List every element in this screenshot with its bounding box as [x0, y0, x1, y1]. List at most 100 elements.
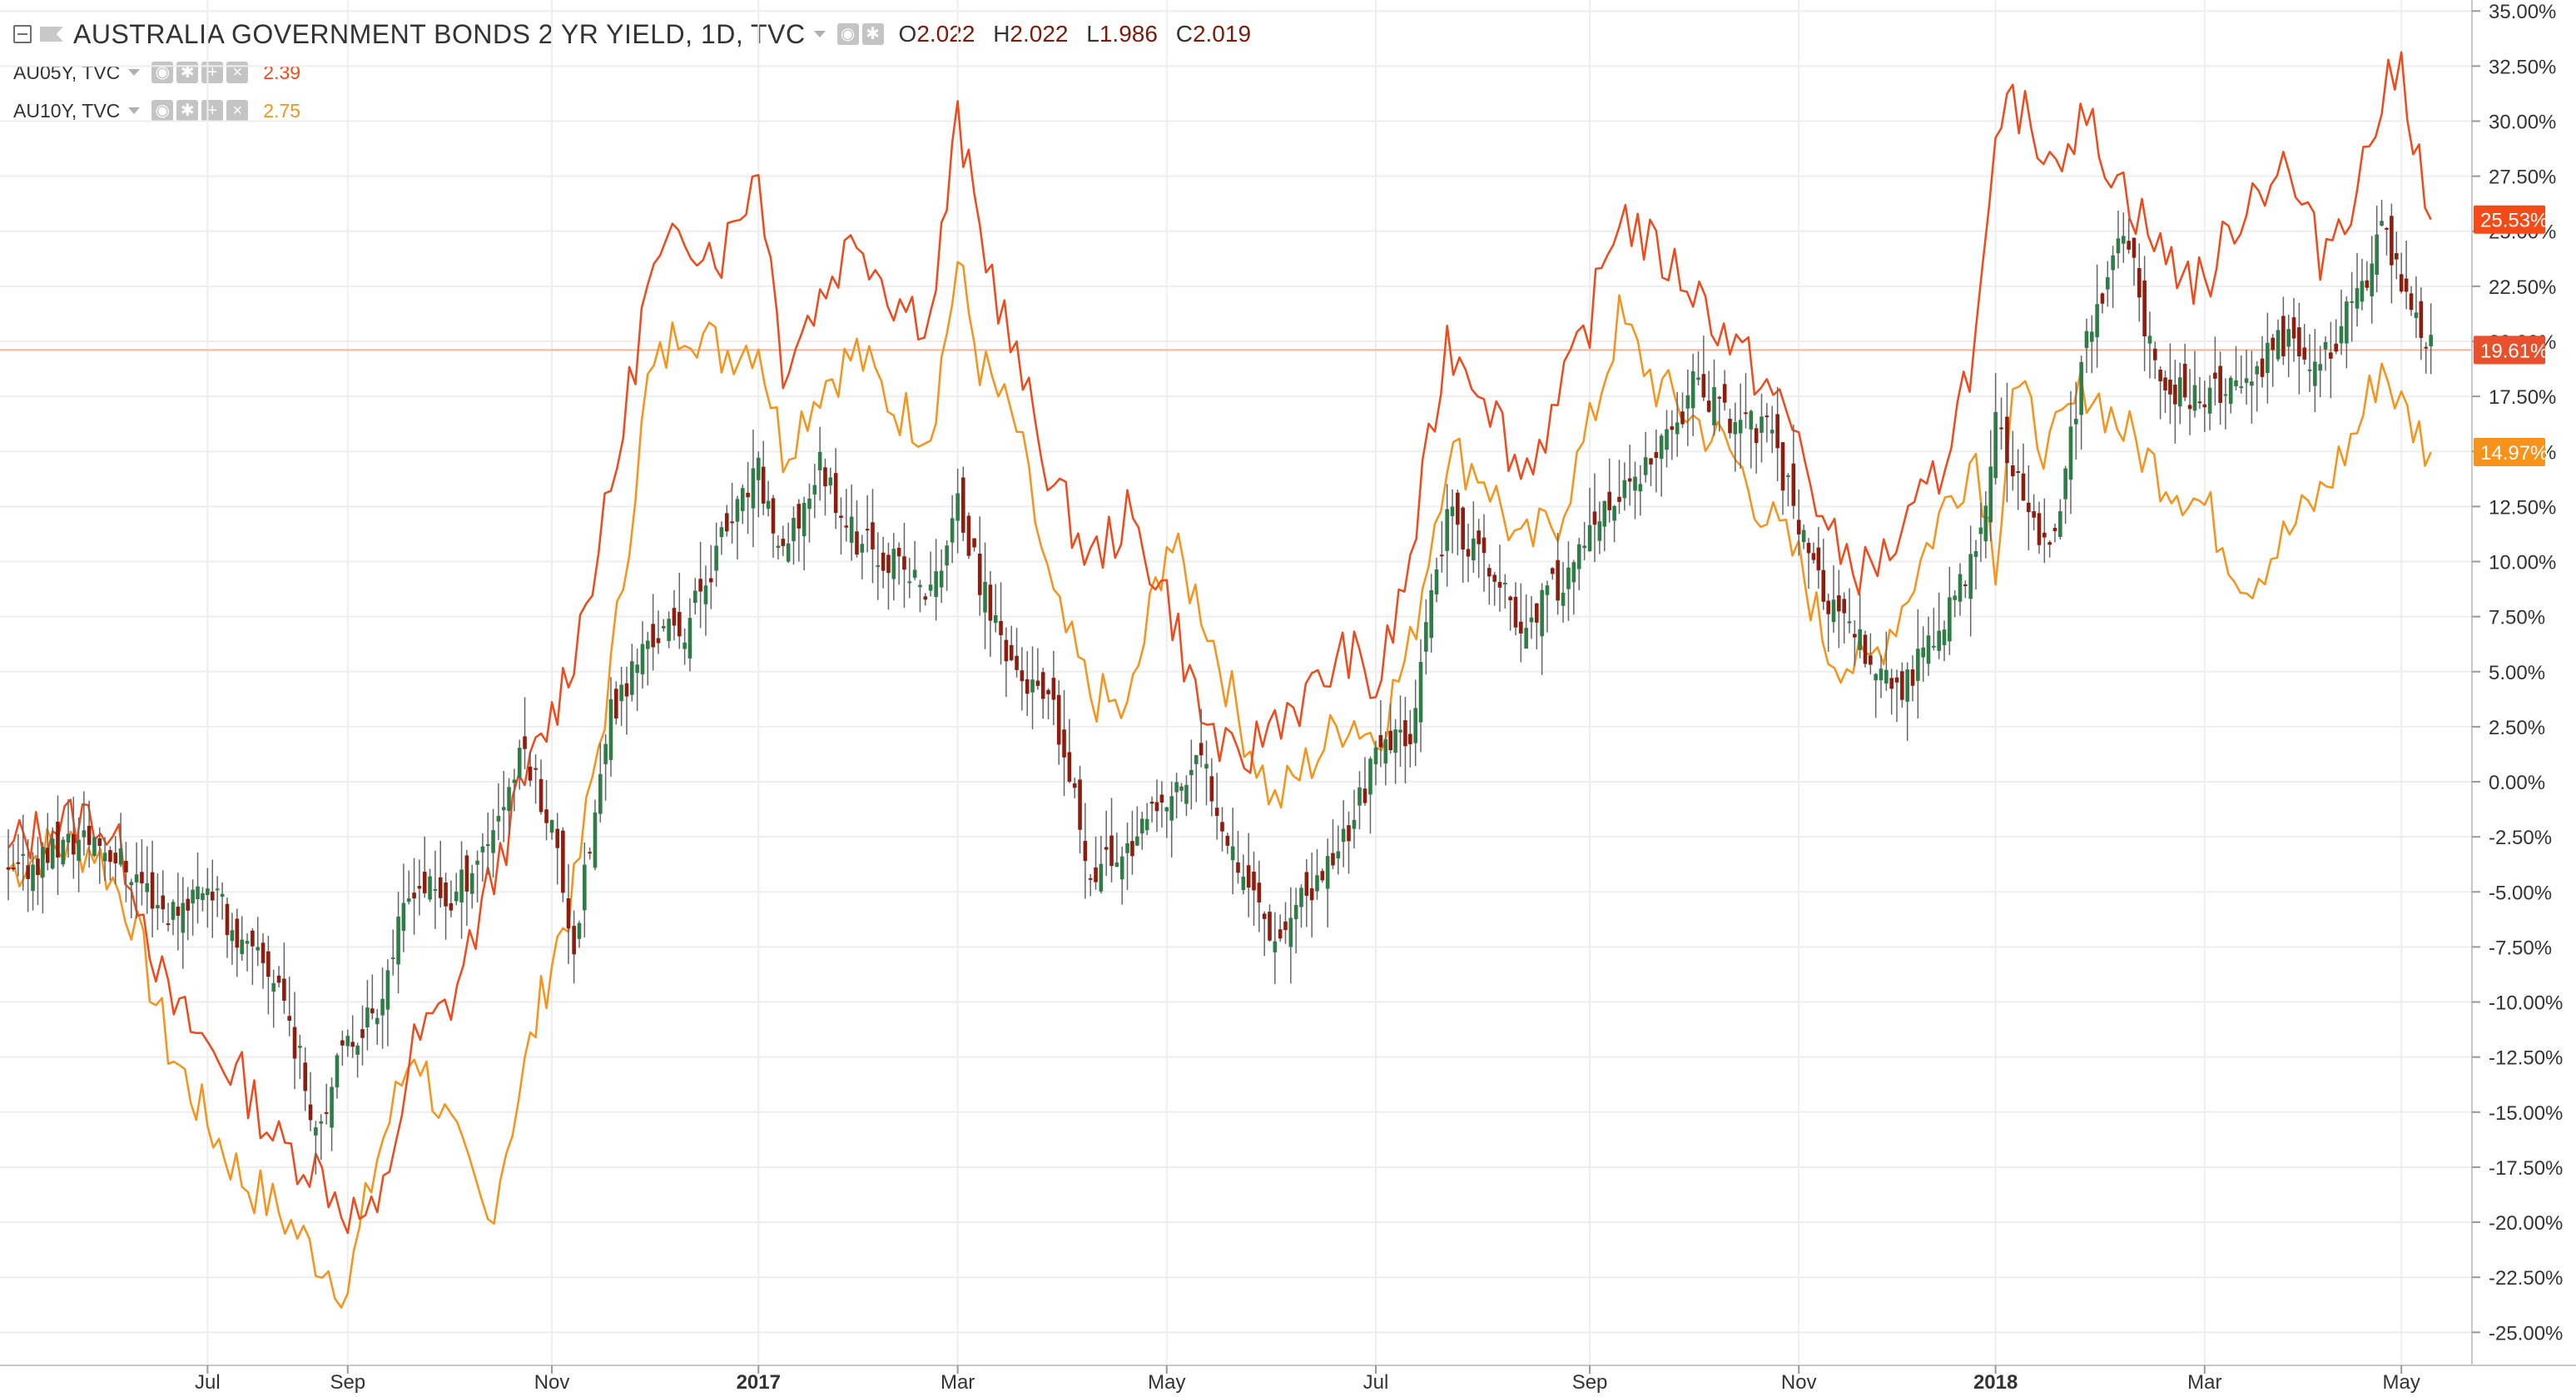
- eye-icon[interactable]: ◉: [151, 62, 174, 83]
- price-tick-label: 2.50%: [2489, 717, 2545, 739]
- candle-body: [955, 493, 960, 521]
- candle-body: [1576, 544, 1581, 569]
- candle: [1680, 392, 1685, 428]
- candle-body: [871, 522, 875, 549]
- close-icon[interactable]: ×: [226, 62, 249, 83]
- candle-body: [308, 1104, 313, 1121]
- candle: [31, 852, 35, 911]
- candle-body: [1551, 568, 1555, 574]
- gear-icon[interactable]: ✱: [861, 23, 884, 45]
- candle: [1999, 397, 2003, 450]
- candle-body: [1393, 729, 1397, 753]
- candle-body: [781, 539, 786, 546]
- candle: [1378, 700, 1383, 768]
- plus-icon[interactable]: +: [201, 62, 224, 83]
- candle: [1144, 803, 1149, 836]
- candle: [21, 814, 26, 891]
- time-tick-label: Mar: [2187, 1371, 2221, 1394]
- compare-symbol-au10y[interactable]: AU10Y, TVC: [13, 99, 121, 122]
- candle-body: [319, 1121, 324, 1124]
- candle: [999, 582, 1003, 665]
- chevron-down-icon[interactable]: [813, 31, 826, 37]
- candle-body: [2016, 470, 2020, 473]
- candle-body: [1916, 649, 1920, 681]
- candle: [1025, 651, 1030, 716]
- eye-icon[interactable]: ◉: [151, 100, 174, 122]
- candle-body: [682, 642, 687, 649]
- compare-symbol-au05y[interactable]: AU05Y, TVC: [13, 61, 121, 83]
- candle: [1164, 806, 1169, 838]
- candle-body: [730, 521, 734, 524]
- price-axis[interactable]: 35.00%32.50%30.00%27.50%25.00%22.50%20.0…: [2471, 0, 2563, 1365]
- candle-body: [651, 624, 655, 648]
- candle-body: [1529, 617, 1534, 623]
- candle: [544, 779, 548, 841]
- candle-body: [1009, 644, 1014, 660]
- price-tick-label: -2.50%: [2489, 827, 2552, 849]
- time-axis[interactable]: Jul Sep Nov 2017 Mar May Jul Sep Nov 2018 Mar May: [0, 1365, 2576, 1394]
- candle: [1194, 754, 1199, 803]
- candle: [1189, 739, 1194, 810]
- candle-body: [370, 1008, 375, 1014]
- candle-body: [635, 664, 639, 674]
- candle-body: [1842, 599, 1846, 614]
- main-series-title[interactable]: AUSTRALIA GOVERNMENT BONDS 2 YR YIELD, 1…: [73, 18, 806, 49]
- gear-icon[interactable]: ✱: [176, 62, 199, 83]
- candle: [1257, 860, 1262, 932]
- ohlc-high-value: 2.022: [1010, 21, 1069, 47]
- collapse-icon[interactable]: [13, 25, 32, 43]
- candle-body: [583, 864, 587, 911]
- candle: [2202, 380, 2207, 432]
- candle: [2250, 350, 2254, 424]
- candle-body: [72, 833, 76, 855]
- candle-body: [950, 518, 955, 543]
- candle-body: [1252, 871, 1256, 891]
- candle-body: [771, 498, 776, 534]
- candle-body: [345, 1036, 350, 1047]
- candle-body: [1654, 452, 1659, 459]
- candle: [380, 967, 385, 1049]
- candle-body: [1139, 818, 1144, 834]
- candle: [1456, 490, 1460, 556]
- candle-body: [2365, 280, 2370, 288]
- candle-body: [1378, 734, 1383, 748]
- candle-body: [1434, 569, 1439, 594]
- candle: [438, 841, 443, 908]
- eye-icon[interactable]: ◉: [836, 23, 859, 45]
- chevron-down-icon[interactable]: [128, 69, 141, 76]
- candle-body: [360, 1029, 365, 1038]
- candle: [891, 533, 896, 601]
- gear-icon[interactable]: ✱: [176, 100, 199, 122]
- candle: [735, 495, 740, 560]
- close-icon[interactable]: ×: [226, 100, 249, 122]
- candle: [802, 496, 807, 571]
- candle: [2027, 465, 2031, 551]
- price-tick-label: 0.00%: [2489, 772, 2545, 794]
- price-tick-label: -20.00%: [2489, 1212, 2563, 1235]
- candle: [2032, 494, 2036, 531]
- candle: [1503, 574, 1507, 609]
- candle-body: [817, 451, 822, 470]
- candle: [181, 877, 186, 969]
- candle-body: [1617, 496, 1621, 502]
- candle-body: [97, 838, 102, 847]
- candle: [2302, 324, 2307, 365]
- candle: [2074, 381, 2078, 460]
- candle: [501, 771, 506, 843]
- candle: [1760, 393, 1764, 463]
- candle: [485, 812, 490, 875]
- candle-body: [1094, 867, 1098, 882]
- candle-body: [196, 886, 200, 900]
- candle-body: [1622, 480, 1627, 499]
- candle: [630, 644, 634, 702]
- candle: [2239, 355, 2244, 394]
- candle: [1796, 489, 1801, 556]
- candle-body: [2084, 331, 2089, 348]
- plus-icon[interactable]: +: [201, 100, 224, 122]
- chevron-down-icon[interactable]: [128, 107, 141, 114]
- candle: [196, 852, 200, 924]
- candle: [1889, 669, 1894, 715]
- candle-body: [1858, 629, 1862, 650]
- candle-body: [1230, 846, 1235, 861]
